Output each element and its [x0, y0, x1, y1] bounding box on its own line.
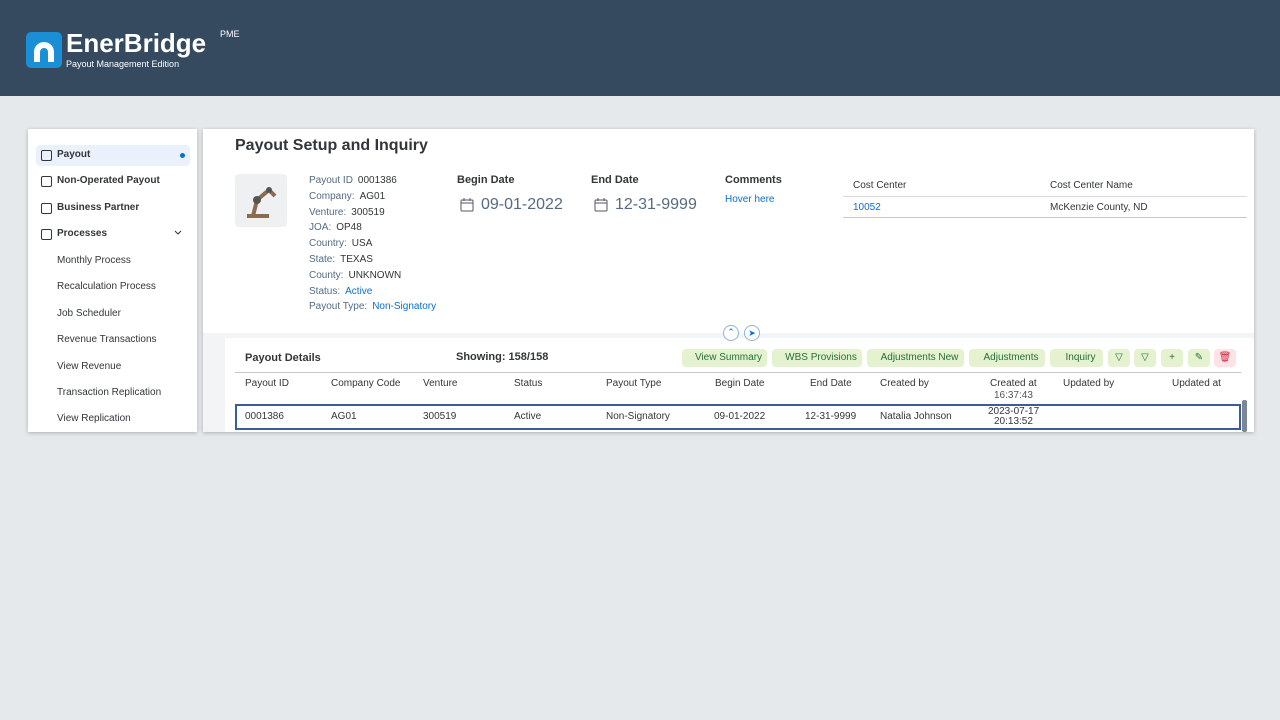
comments-link[interactable]: Hover here — [725, 194, 775, 205]
begin-label: Begin Date — [457, 174, 515, 186]
cell: Active — [514, 411, 542, 422]
content: Payout Setup and Inquiry Begin Date 09-0… — [235, 137, 1247, 432]
cc-header: Cost Center — [853, 180, 907, 191]
column-header: Payout Type — [606, 378, 662, 389]
cell: AG01 — [331, 411, 357, 422]
column-header: Payout ID — [245, 378, 289, 389]
calendar-icon — [460, 198, 474, 212]
toolbar-button[interactable]: Adjustments New — [867, 349, 964, 367]
column-header: Company Code — [331, 378, 401, 389]
header: EnerBridge PME Payout Management Edition — [0, 0, 1280, 96]
nav-item[interactable]: Non-Operated Payout — [57, 175, 160, 187]
field-label: Payout Type: — [309, 301, 368, 313]
pin-button[interactable]: ➤ — [744, 325, 760, 341]
end-value: 12-31-9999 — [615, 196, 697, 213]
field-value: UNKNOWN — [348, 269, 402, 281]
chevron — [174, 230, 182, 235]
icon-button[interactable]: 🗑 — [1214, 349, 1236, 367]
selected-row[interactable] — [235, 404, 1241, 430]
icon-button[interactable]: ▽ — [1134, 349, 1156, 367]
nav-item[interactable]: Processes — [57, 227, 108, 239]
nav-icon — [41, 176, 52, 188]
scrollbar — [1242, 400, 1247, 432]
cc-value: McKenzie County, ND — [1050, 202, 1148, 213]
nav-item[interactable]: Payout — [57, 149, 91, 160]
toolbar-button[interactable]: WBS Provisions — [772, 349, 862, 367]
field-label: County: — [309, 269, 344, 281]
badge: PME — [220, 29, 240, 39]
field-label: Country: — [309, 238, 347, 250]
collapse-button[interactable]: ⌃ — [723, 325, 739, 341]
field-label: Payout ID — [309, 175, 353, 186]
nav-item[interactable]: Business Partner — [57, 201, 140, 213]
cell: Non-Signatory — [606, 411, 670, 422]
divider — [235, 372, 1241, 373]
calendar-icon — [594, 198, 608, 212]
begin-value: 09-01-2022 — [481, 196, 563, 213]
column-header: Venture — [423, 378, 458, 389]
column-header: Created by — [880, 378, 929, 389]
column-header: End Date — [810, 378, 852, 389]
cell: 300519 — [423, 411, 457, 422]
field-label: JOA: — [309, 222, 332, 234]
comments-label: Comments — [725, 174, 782, 186]
cc-header: Cost Center Name — [1050, 180, 1133, 191]
icon-button[interactable]: ✎ — [1188, 349, 1210, 367]
nav-subitem[interactable]: Transaction Replication — [57, 387, 162, 398]
cell: 20:13:52 — [994, 416, 1033, 427]
field-label: Company: — [309, 190, 355, 202]
column-header: Updated by — [1063, 378, 1115, 389]
cell: Natalia Johnson — [880, 411, 952, 422]
column-header: Updated at — [1172, 378, 1221, 389]
column-header: Status — [514, 378, 543, 389]
column-header: Created at — [990, 378, 1037, 389]
avatar — [235, 174, 287, 227]
end-label: End Date — [591, 174, 639, 186]
field-label: Status: — [309, 285, 341, 297]
nav-icon — [41, 150, 52, 161]
divider — [843, 196, 1247, 197]
logo — [26, 32, 62, 68]
tagline: Payout Management Edition — [66, 59, 180, 69]
icon-button[interactable]: + — [1161, 349, 1183, 367]
nav-subitem[interactable]: View Replication — [57, 413, 131, 425]
nav-subitem[interactable]: Job Scheduler — [57, 307, 121, 319]
divider — [843, 217, 1247, 218]
cell: 12-31-9999 — [805, 411, 857, 422]
cc-value[interactable]: 10052 — [853, 202, 881, 213]
page-title: Payout Setup and Inquiry — [235, 137, 428, 154]
field-value: Active — [345, 285, 373, 297]
column-header: Begin Date — [715, 378, 765, 389]
showing: Showing: 158/158 — [456, 351, 549, 363]
field-label: Venture: — [309, 206, 347, 218]
nav-subitem[interactable]: Revenue Transactions — [57, 334, 157, 346]
nav-dot — [180, 153, 185, 158]
icon-button[interactable]: ▽ — [1108, 349, 1130, 367]
nav-selected — [36, 145, 190, 166]
brand: EnerBridge — [66, 28, 207, 58]
cell: 09-01-2022 — [714, 411, 766, 422]
nav-icon — [41, 228, 52, 240]
field-value: AG01 — [359, 190, 386, 202]
cell: 0001386 — [245, 411, 284, 422]
field-value: OP48 — [336, 222, 362, 234]
field-value: USA — [351, 238, 373, 250]
details-title: Payout Details — [245, 352, 321, 364]
partial-cell: 16:37:43 — [994, 390, 1033, 401]
field-value: Non-Signatory — [372, 301, 437, 313]
toolbar-button[interactable]: Adjustments — [969, 349, 1045, 367]
toolbar-button[interactable]: Inquiry — [1050, 349, 1103, 367]
field-label: State: — [309, 254, 336, 265]
field-value: TEXAS — [340, 254, 373, 265]
field-value: 300519 — [351, 206, 385, 218]
sidebar: Payout Non-Operated Payout Business Partne… — [28, 129, 197, 432]
nav-subitem[interactable]: View Revenue — [57, 360, 122, 372]
nav-subitem[interactable]: Monthly Process — [57, 255, 131, 266]
toolbar-button[interactable]: View Summary — [682, 349, 767, 367]
nav-icon — [41, 202, 52, 214]
field-value: 0001386 — [357, 175, 397, 186]
cell: 2023-07-17 — [988, 406, 1040, 417]
nav-subitem[interactable]: Recalculation Process — [57, 281, 156, 293]
